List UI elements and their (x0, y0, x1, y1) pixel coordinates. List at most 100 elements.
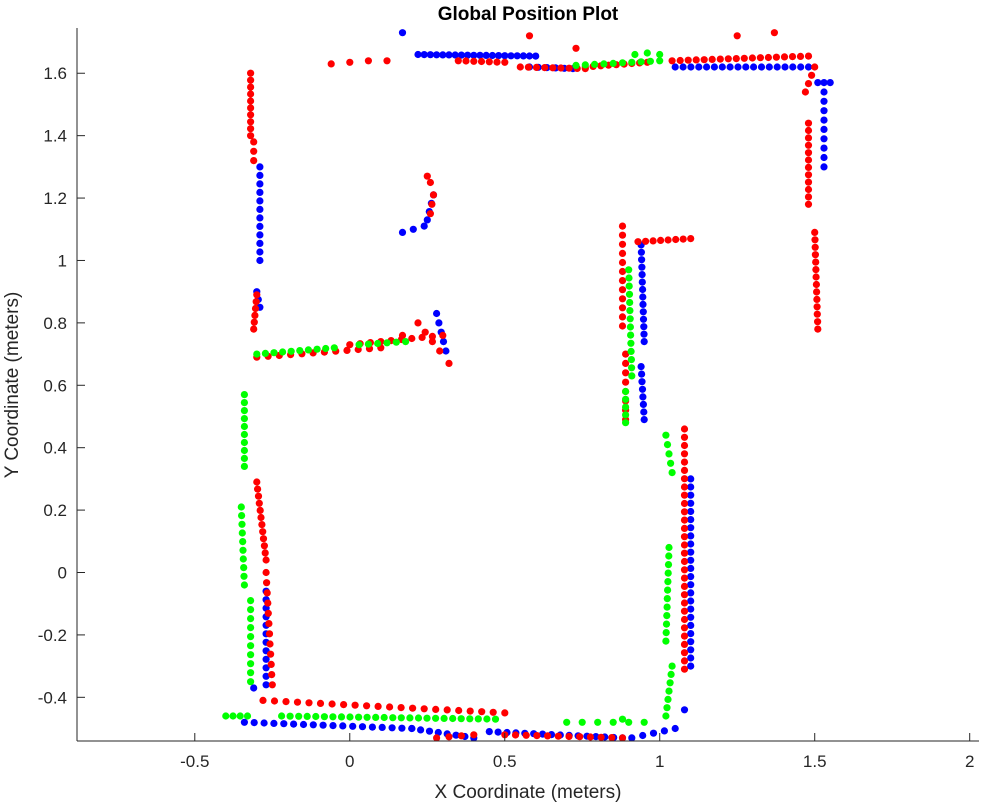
data-point (622, 395, 630, 403)
data-point (764, 53, 773, 62)
data-point (240, 572, 248, 580)
data-point (398, 331, 407, 339)
data-point (250, 684, 258, 692)
data-point (259, 528, 267, 536)
y-tick-label: 1.6 (43, 64, 67, 83)
data-point (239, 555, 247, 563)
data-point (664, 569, 672, 577)
data-point (397, 714, 405, 722)
x-tick-label: 2 (965, 752, 974, 771)
data-point (466, 715, 474, 723)
data-point (812, 280, 821, 289)
data-point (671, 724, 679, 733)
data-point (684, 56, 692, 64)
data-point (383, 339, 391, 347)
data-point (657, 236, 665, 244)
data-point (470, 731, 478, 739)
data-point (247, 642, 255, 650)
data-point (256, 163, 264, 171)
data-point (628, 364, 636, 372)
data-point (781, 63, 789, 71)
data-point (804, 119, 813, 127)
data-point (680, 632, 689, 640)
data-point (663, 603, 671, 611)
data-point (265, 620, 273, 628)
data-point (811, 228, 819, 236)
data-point (339, 722, 347, 730)
data-point (304, 346, 312, 354)
data-point (532, 52, 540, 60)
data-point (457, 715, 465, 723)
data-point (812, 266, 820, 274)
data-point (642, 237, 650, 245)
data-point (680, 591, 689, 599)
data-point (663, 704, 671, 712)
data-point (445, 733, 453, 741)
data-point (581, 61, 589, 69)
data-point (618, 240, 627, 248)
data-point (433, 309, 441, 318)
data-point (680, 706, 689, 714)
data-point (665, 687, 673, 695)
data-point (687, 654, 695, 662)
data-point (267, 660, 275, 669)
data-point (247, 83, 255, 91)
data-point (576, 733, 584, 741)
data-point (247, 660, 255, 668)
data-point (428, 200, 436, 208)
data-point (700, 56, 708, 64)
data-point (259, 535, 268, 543)
data-point (262, 556, 270, 564)
data-point (680, 640, 689, 649)
data-point (270, 697, 279, 705)
data-point (664, 695, 672, 704)
data-point (240, 454, 248, 462)
data-point (351, 701, 359, 709)
data-point (316, 699, 325, 708)
data-point (680, 425, 689, 433)
data-point (253, 350, 261, 358)
data-point (639, 400, 648, 408)
data-point (679, 63, 687, 71)
data-point (417, 726, 425, 734)
data-point (680, 466, 689, 474)
data-point (428, 332, 436, 340)
data-point (638, 271, 646, 279)
data-point (557, 64, 565, 72)
data-point (664, 586, 672, 594)
data-point (364, 340, 372, 348)
data-point (597, 733, 605, 741)
data-point (710, 63, 719, 71)
data-point (820, 153, 828, 162)
data-point (628, 58, 636, 66)
data-point (525, 32, 534, 40)
data-point (680, 566, 689, 574)
data-point (426, 210, 434, 218)
data-point (364, 57, 372, 65)
data-point (716, 55, 724, 63)
data-point (643, 49, 651, 57)
data-point (501, 52, 509, 60)
data-point (680, 557, 689, 566)
data-point (372, 713, 380, 722)
data-point (247, 606, 255, 614)
data-point (260, 542, 268, 550)
data-point (640, 718, 648, 726)
data-point (346, 341, 354, 349)
data-point (256, 256, 264, 265)
data-point (261, 549, 269, 557)
data-point (320, 713, 328, 721)
data-point (572, 44, 580, 52)
data-point (519, 52, 528, 60)
data-point (449, 714, 457, 723)
data-point (418, 333, 426, 341)
data-point (445, 359, 453, 367)
data-point (625, 718, 633, 726)
data-point (398, 228, 407, 236)
data-point (618, 322, 627, 330)
data-point (750, 63, 758, 71)
data-point (687, 564, 695, 573)
data-point (476, 51, 484, 59)
data-point (388, 724, 396, 732)
data-point (491, 715, 500, 723)
